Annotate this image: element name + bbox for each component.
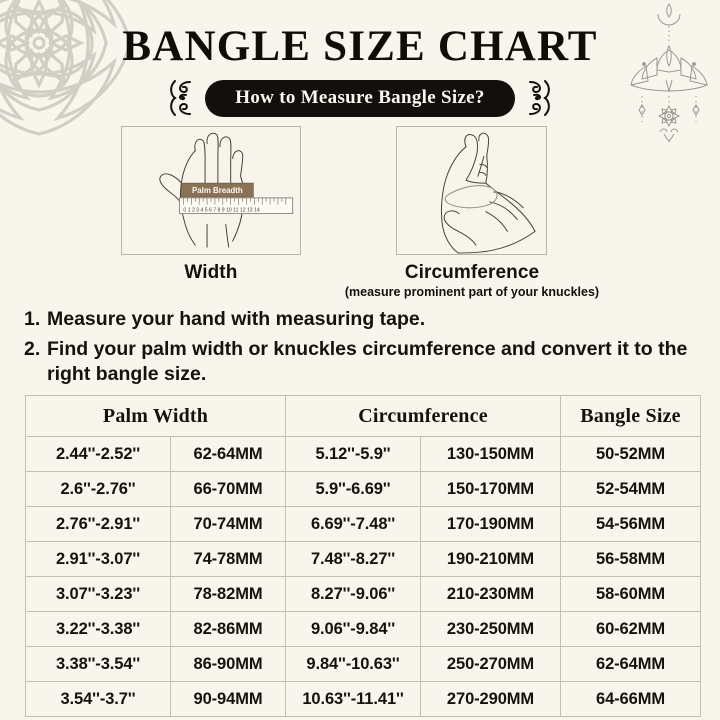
table-body: 2.44''-2.52'' 62-64MM 5.12''-5.9'' 130-1… (25, 436, 701, 717)
measurement-panels: 0 1 2 3 4 5 6 7 8 9 10 11 12 13 14 Palm … (0, 126, 720, 299)
panel-caption-width: Width (184, 262, 238, 283)
cell-circumference-inches: 6.69''-7.48'' (285, 506, 421, 542)
cell-palm-width-inches: 2.6''-2.76'' (25, 471, 171, 507)
column-header-circumference: Circumference (285, 395, 561, 437)
cell-circumference-mm: 130-150MM (420, 436, 561, 472)
panel-caption-circumference: Circumference (404, 262, 540, 283)
how-to-measure-badge: How to Measure Bangle Size? (205, 79, 515, 117)
cell-palm-width-inches: 3.22''-3.38'' (25, 611, 171, 647)
page-title: BANGLE SIZE CHART (122, 23, 598, 70)
cell-circumference-mm: 190-210MM (420, 541, 561, 577)
column-header-bangle-size: Bangle Size (560, 395, 701, 437)
table-row: 2.6''-2.76'' 66-70MM 5.9''-6.69'' 150-17… (25, 471, 701, 507)
bangle-size-table: Palm Width Circumference Bangle Size 2.4… (25, 395, 701, 717)
ornamental-flourish-icon (170, 80, 192, 116)
cell-circumference-inches: 7.48''-8.27'' (285, 541, 421, 577)
cell-circumference-mm: 250-270MM (420, 646, 561, 682)
hand-measuring-knuckles-icon (441, 132, 536, 254)
cell-bangle-size: 58-60MM (560, 576, 701, 612)
cell-palm-width-inches: 2.44''-2.52'' (25, 436, 171, 472)
cell-bangle-size: 62-64MM (560, 646, 701, 682)
panel-width: 0 1 2 3 4 5 6 7 8 9 10 11 12 13 14 Palm … (120, 126, 301, 299)
instruction-item: 2. Find your palm width or knuckles circ… (24, 337, 698, 387)
cell-circumference-inches: 5.12''-5.9'' (285, 436, 421, 472)
instruction-text: Measure your hand with measuring tape. (47, 308, 426, 330)
cell-palm-width-mm: 70-74MM (170, 506, 286, 542)
cell-palm-width-mm: 66-70MM (170, 471, 286, 507)
table-header-row: Palm Width Circumference Bangle Size (25, 395, 701, 437)
cell-circumference-inches: 9.84''-10.63'' (285, 646, 421, 682)
instructions-list: 1. Measure your hand with measuring tape… (24, 307, 698, 392)
cell-circumference-inches: 5.9''-6.69'' (285, 471, 421, 507)
palm-breadth-label: Palm Breadth (192, 186, 243, 195)
cell-palm-width-inches: 2.76''-2.91'' (25, 506, 171, 542)
cell-bangle-size: 50-52MM (560, 436, 701, 472)
cell-circumference-mm: 150-170MM (420, 471, 561, 507)
instruction-text: Find your palm width or knuckles circumf… (47, 338, 688, 385)
panel-subcaption-circumference: (measure prominent part of your knuckles… (344, 285, 600, 299)
table-row: 3.22''-3.38'' 82-86MM 9.06''-9.84'' 230-… (25, 611, 701, 647)
panel-circumference: Circumference (measure prominent part of… (345, 126, 599, 299)
cell-palm-width-mm: 82-86MM (170, 611, 286, 647)
instruction-number: 1. (24, 308, 41, 330)
cell-circumference-mm: 230-250MM (420, 611, 561, 647)
table-row: 3.54''-3.7'' 90-94MM 10.63''-11.41'' 270… (25, 681, 701, 717)
cell-bangle-size: 64-66MM (560, 681, 701, 717)
table-row: 3.07''-3.23'' 78-82MM 8.27''-9.06'' 210-… (25, 576, 701, 612)
cell-circumference-mm: 170-190MM (420, 506, 561, 542)
cell-bangle-size: 52-54MM (560, 471, 701, 507)
open-palm-with-ruler-icon: 0 1 2 3 4 5 6 7 8 9 10 11 12 13 14 Palm … (159, 132, 293, 248)
cell-circumference-mm: 210-230MM (420, 576, 561, 612)
column-header-palm-width: Palm Width (25, 395, 286, 437)
cell-palm-width-mm: 78-82MM (170, 576, 286, 612)
cell-circumference-inches: 10.63''-11.41'' (285, 681, 421, 717)
ornamental-flourish-icon (528, 80, 550, 116)
cell-bangle-size: 56-58MM (560, 541, 701, 577)
circumference-illustration-frame (396, 126, 548, 255)
table-row: 3.38''-3.54'' 86-90MM 9.84''-10.63'' 250… (25, 646, 701, 682)
cell-palm-width-inches: 3.07''-3.23'' (25, 576, 171, 612)
cell-circumference-inches: 9.06''-9.84'' (285, 611, 421, 647)
cell-palm-width-mm: 74-78MM (170, 541, 286, 577)
ruler-tick-labels: 0 1 2 3 4 5 6 7 8 9 10 11 12 13 14 (183, 208, 259, 214)
cell-circumference-inches: 8.27''-9.06'' (285, 576, 421, 612)
table-row: 2.91''-3.07'' 74-78MM 7.48''-8.27'' 190-… (25, 541, 701, 577)
cell-bangle-size: 54-56MM (560, 506, 701, 542)
cell-palm-width-mm: 62-64MM (170, 436, 286, 472)
table-row: 2.44''-2.52'' 62-64MM 5.12''-5.9'' 130-1… (25, 436, 701, 472)
cell-palm-width-inches: 3.54''-3.7'' (25, 681, 171, 717)
cell-palm-width-mm: 90-94MM (170, 681, 286, 717)
instruction-number: 2. (24, 338, 41, 360)
table-row: 2.76''-2.91'' 70-74MM 6.69''-7.48'' 170-… (25, 506, 701, 542)
palm-width-illustration-frame: 0 1 2 3 4 5 6 7 8 9 10 11 12 13 14 Palm … (120, 126, 301, 255)
cell-palm-width-inches: 3.38''-3.54'' (25, 646, 171, 682)
cell-palm-width-mm: 86-90MM (170, 646, 286, 682)
cell-circumference-mm: 270-290MM (420, 681, 561, 717)
cell-bangle-size: 60-62MM (560, 611, 701, 647)
instruction-item: 1. Measure your hand with measuring tape… (24, 307, 698, 332)
how-to-measure-badge-row: How to Measure Bangle Size? (0, 78, 720, 118)
cell-palm-width-inches: 2.91''-3.07'' (25, 541, 171, 577)
